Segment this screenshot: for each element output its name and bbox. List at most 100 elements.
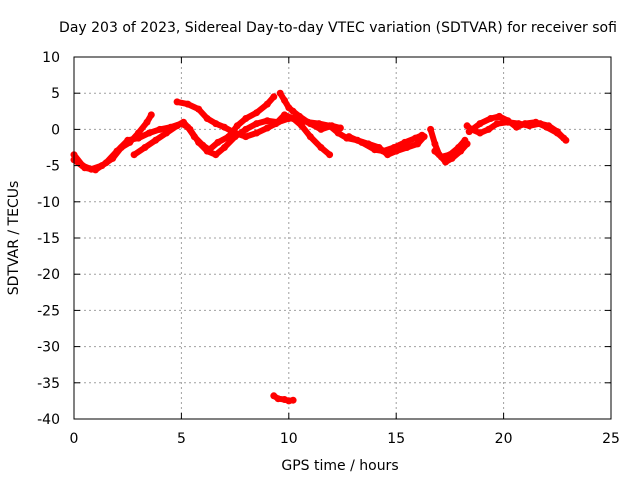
data-point [173,122,181,130]
chart-title: Day 203 of 2023, Sidereal Day-to-day VTE… [59,20,617,36]
data-point [334,129,342,137]
data-point [289,115,297,122]
data-point [212,151,220,159]
data-point [162,129,170,137]
data-point [231,129,239,137]
y-tick-label: -5 [46,159,60,175]
data-point [427,125,435,133]
data-point [184,100,192,108]
data-point [263,124,271,132]
data-point [431,140,439,148]
data-point [495,112,503,120]
data-point [306,133,314,141]
y-tick-label: 10 [42,50,60,66]
data-point [504,117,512,125]
data-point [418,131,426,139]
data-point [298,122,306,130]
data-point [326,151,334,159]
y-tick-label: 0 [51,122,60,138]
x-tick-label: 25 [602,431,620,447]
data-point [81,164,89,172]
data-point [102,159,110,167]
y-tick-label: -20 [37,267,60,283]
data-point [124,136,132,144]
data-point [562,136,570,144]
data-point [152,136,160,144]
data-point [203,147,211,155]
data-point [145,129,153,137]
data-point [513,123,520,131]
x-tick-label: 10 [280,431,298,447]
x-tick-label: 0 [70,431,79,447]
data-point [281,111,288,119]
data-point [270,93,278,101]
y-tick-label: -10 [37,195,60,211]
tick-layer: 0 5 10 15 20 25 10 5 0 -5 -10 -15 -20 -25 -30 -35 -40 [37,50,620,447]
data-point [113,147,121,155]
data-point [493,120,501,128]
data-point [465,128,473,136]
data-point [214,138,222,146]
data-point [220,123,228,131]
data-point [326,122,334,130]
data-point [521,120,529,128]
data-point [289,396,297,404]
data-point [253,129,261,137]
data-point [253,120,261,128]
data-point [263,100,271,108]
data-point [263,117,271,125]
data-point [543,123,551,131]
data-point [220,144,228,151]
y-tick-label: -30 [37,340,60,356]
data-point [272,120,280,128]
data-point [345,133,353,141]
data-point [276,89,284,97]
y-tick-label: 5 [51,86,60,102]
y-tick-label: -40 [37,412,60,428]
data-point [304,118,312,126]
data-point [203,115,211,122]
data-point [242,125,250,133]
data-point [156,125,164,133]
y-tick-label: -25 [37,303,60,319]
data-point [296,112,303,120]
data-point [233,122,241,130]
data-point [143,118,151,126]
data-point [476,120,484,128]
data-point [401,138,409,146]
data-point [289,107,297,115]
data-point [212,120,220,128]
data-point [253,109,261,117]
data-point [379,147,387,155]
data-point [134,134,142,142]
data-point [446,151,454,159]
y-axis-label: SDTVAR / TECUs [6,181,22,296]
y-tick-label: -35 [37,376,60,392]
data-point [195,105,203,113]
data-point [195,138,203,146]
x-tick-label: 15 [387,431,405,447]
x-tick-label: 20 [495,431,513,447]
data-point [431,147,439,155]
data-point [371,146,379,154]
data-point [242,133,250,141]
data-point [358,138,366,146]
data-point [461,136,469,144]
data-point [455,144,462,151]
data-point [487,115,495,122]
data-point [281,96,288,104]
data-point [130,151,138,159]
data-point [274,395,282,403]
data-point [442,158,450,166]
data-point [180,118,187,126]
data-point [186,125,194,133]
data-point [242,115,250,122]
data-point [141,144,149,151]
data-point [414,140,422,148]
data-point [315,120,323,128]
y-tick-label: -15 [37,231,60,247]
data-point [532,118,540,126]
data-point [390,144,398,151]
data-point [317,125,325,133]
